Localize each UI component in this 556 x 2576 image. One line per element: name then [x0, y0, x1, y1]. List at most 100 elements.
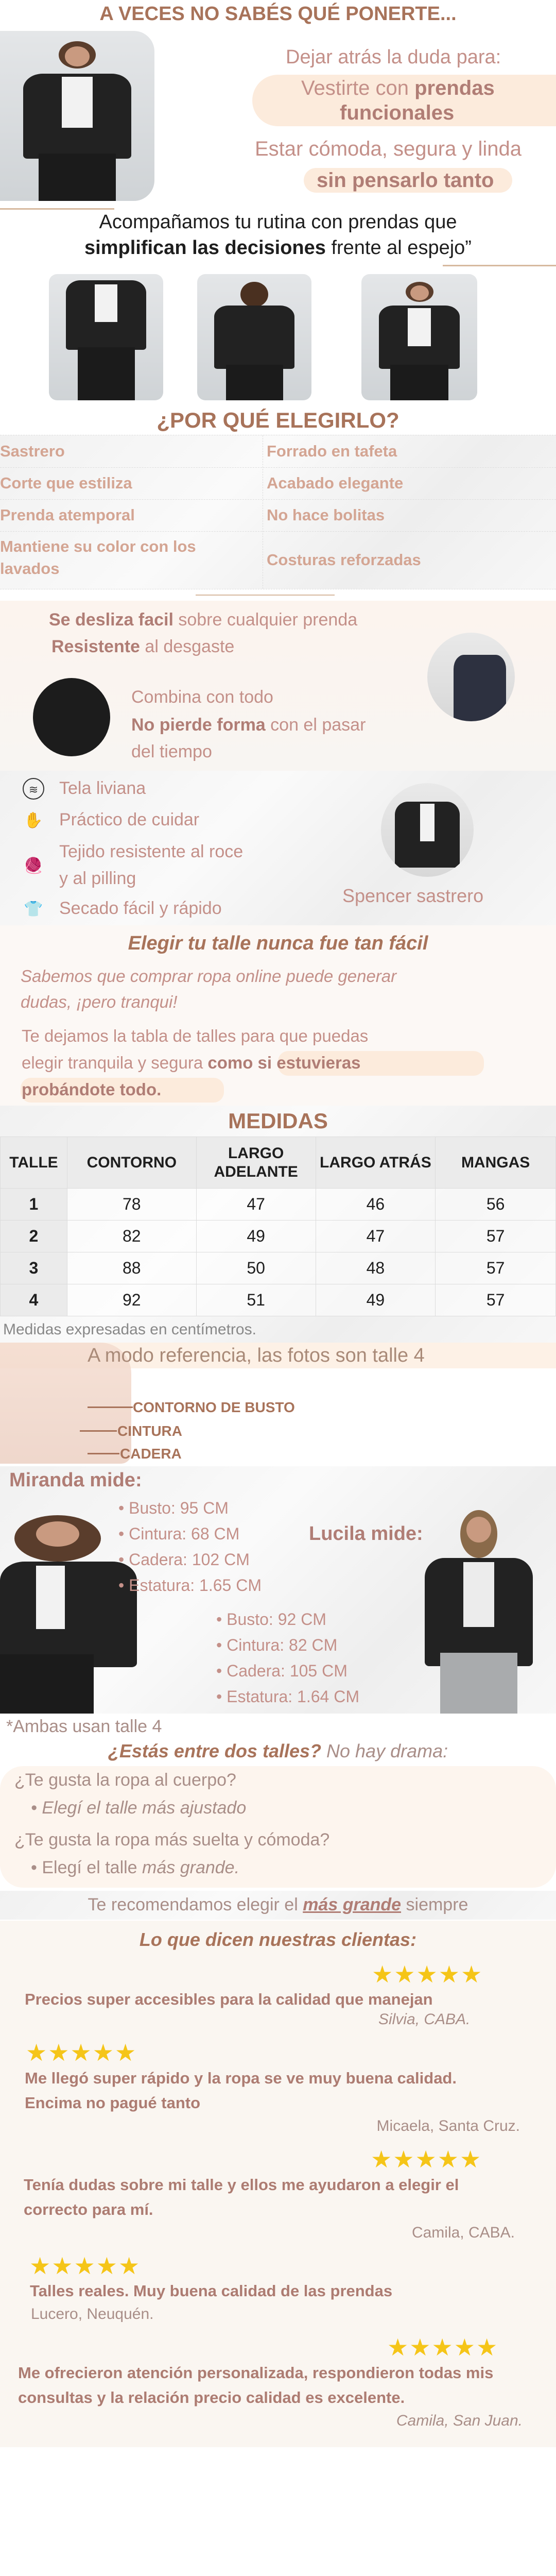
size-title: Elegir tu talle nunca fue tan fácil — [128, 933, 428, 954]
cell: 2 — [0, 1220, 67, 1252]
a2: • Elegí el talle más grande. — [31, 1858, 240, 1877]
cell: 56 — [435, 1188, 556, 1221]
feature: Mantiene su color con los lavados — [0, 537, 196, 578]
quote-section: Acompañamos tu rutina con prendas que si… — [0, 206, 556, 269]
table-row: 3 88 50 48 57 — [0, 1252, 556, 1284]
pill-bold: prendas — [414, 77, 495, 99]
divider — [0, 208, 114, 210]
features-table: Sastrero Forrado en tafeta Corte que est… — [0, 435, 556, 589]
list-item: • Cintura: 82 CM — [216, 1636, 338, 1654]
divider — [196, 595, 335, 596]
cell: 47 — [315, 1220, 436, 1252]
lucila-measures: • Busto: 92 CM • Cintura: 82 CM • Cadera… — [216, 1606, 359, 1709]
benefits-section: Se desliza facil sobre cualquier prenda … — [0, 601, 556, 771]
cell: 46 — [315, 1188, 436, 1221]
cell: 57 — [435, 1220, 556, 1252]
list-item: • Cintura: 68 CM — [118, 1524, 240, 1543]
size-p2: Te dejamos la tabla de talles para que p… — [22, 1026, 369, 1045]
testimonial-text: Precios super accesibles para la calidad… — [25, 1990, 433, 2009]
cell: 1 — [0, 1188, 67, 1221]
hero-pill-2 — [304, 168, 512, 193]
reference-section: A modo referencia, las fotos son talle 4… — [0, 1343, 556, 1466]
cell: 50 — [196, 1252, 316, 1284]
testimonial: ★★★★★ Talles reales. Muy buena calidad d… — [0, 2253, 556, 2326]
reference-model-photo — [0, 1343, 131, 1464]
measures-title: MEDIDAS — [228, 1109, 328, 1133]
q2: ¿Te gusta la ropa más suelta y cómoda? — [14, 1830, 330, 1850]
testimonial-text: Tenía dudas sobre mi talle y ellos me ay… — [24, 2175, 459, 2218]
b1-rest: sobre cualquier prenda — [173, 610, 358, 630]
pointer-line — [88, 1406, 133, 1408]
cell: 49 — [196, 1220, 316, 1252]
cell: 78 — [66, 1188, 197, 1221]
testimonial-text: Talles reales. Muy buena calidad de las … — [30, 2282, 393, 2300]
care-item: Secado fácil y rápido — [59, 899, 222, 918]
list-item: • Busto: 95 CM — [118, 1499, 229, 1517]
feature: Forrado en tafeta — [267, 442, 397, 460]
product-name: Spencer sastrero — [342, 885, 484, 906]
cell: 48 — [315, 1252, 436, 1284]
cell: 57 — [435, 1252, 556, 1284]
lucila-photo — [402, 1497, 556, 1714]
testimonial-author: Camila, San Juan. — [396, 2412, 523, 2430]
miranda-title: Miranda mide: — [9, 1469, 142, 1491]
recommend-rest: siempre — [401, 1895, 468, 1914]
a2-text: Elegí el talle — [42, 1858, 143, 1877]
cell: 51 — [196, 1284, 316, 1316]
reference-text: A modo referencia, las fotos son talle 4 — [88, 1345, 425, 1366]
hero-photo — [0, 31, 154, 201]
care-item: Práctico de cuidar — [59, 810, 200, 829]
label-bust: CONTORNO DE BUSTO — [133, 1399, 295, 1415]
testimonial-author: Lucero, Neuquén. — [31, 2306, 154, 2323]
miranda-photo — [0, 1502, 144, 1714]
list-item: • Estatura: 1.64 CM — [216, 1687, 359, 1706]
star-rating: ★★★★★ — [29, 2252, 141, 2279]
drying-shirt-icon: 👕 — [24, 901, 43, 918]
recommend-band — [0, 1891, 556, 1920]
header-cell: LARGO ATRÁS — [315, 1137, 436, 1189]
b4-bold: No pierde forma — [131, 715, 266, 735]
recommend-text: Te recomendamos elegir el — [88, 1895, 303, 1914]
b2-bold: Resistente — [51, 637, 140, 656]
testimonial-author: Silvia, CABA. — [378, 2011, 471, 2028]
cell: 3 — [0, 1252, 67, 1284]
cell: 49 — [315, 1284, 436, 1316]
star-rating: ★★★★★ — [372, 1960, 483, 1988]
size-highlight-2: probándote todo. — [22, 1080, 162, 1099]
pill-bold-2: funcionales — [340, 101, 455, 124]
yarn-ball-icon: 🧶 — [24, 857, 43, 874]
size-highlight: como si estuvieras — [207, 1053, 361, 1072]
care-item-line-2: y al pilling — [59, 869, 136, 888]
product-photo-full — [361, 274, 477, 400]
miranda-measures: • Busto: 95 CM • Cintura: 68 CM • Cadera… — [118, 1495, 262, 1598]
product-photo-front — [49, 274, 163, 400]
fabric-icon: ≋ — [23, 778, 44, 800]
a1: • Elegí el talle más ajustado — [31, 1798, 247, 1818]
star-rating: ★★★★★ — [26, 2039, 137, 2066]
models-note: *Ambas usan talle 4 — [6, 1717, 162, 1736]
cell: 88 — [66, 1252, 197, 1284]
hero-pill-2-text: sin pensarlo tanto — [317, 169, 494, 192]
feature: Corte que estiliza — [0, 474, 132, 492]
table-row: 4 92 51 49 57 — [0, 1284, 556, 1316]
testimonials-title: Lo que dicen nuestras clientas: — [139, 1929, 417, 1950]
pointer-line — [80, 1430, 117, 1432]
quote-line-1: Acompañamos tu rutina con prendas que — [99, 211, 457, 233]
jacket-back-photo — [427, 633, 515, 721]
b4-line-2: del tiempo — [131, 742, 212, 761]
highlight — [21, 1078, 224, 1103]
highlight — [278, 1051, 484, 1076]
why-title: ¿POR QUÉ ELEGIRLO? — [157, 408, 399, 432]
hero-pill-1 — [252, 75, 556, 126]
star-rating: ★★★★★ — [387, 2334, 499, 2361]
testimonial: ★★★★★ Me ofrecieron atención personaliza… — [0, 2334, 556, 2432]
size-p1: Sabemos que comprar ropa online puede ge… — [21, 967, 397, 986]
testimonial-author: Camila, CABA. — [411, 2224, 515, 2241]
models-section: Miranda mide: • Busto: 95 CM • Cintura: … — [0, 1466, 556, 1714]
why-title-section: ¿POR QUÉ ELEGIRLO? — [0, 404, 556, 435]
header-cell: LARGO ADELANTE — [196, 1137, 316, 1189]
feature: Costuras reforzadas — [267, 551, 421, 569]
hero-line-2: Estar cómoda, segura y linda — [255, 138, 522, 160]
care-item: Tejido resistente al roce — [59, 842, 244, 861]
hero-section: A VECES NO SABÉS QUÉ PONERTE... Dejar at… — [0, 0, 556, 206]
